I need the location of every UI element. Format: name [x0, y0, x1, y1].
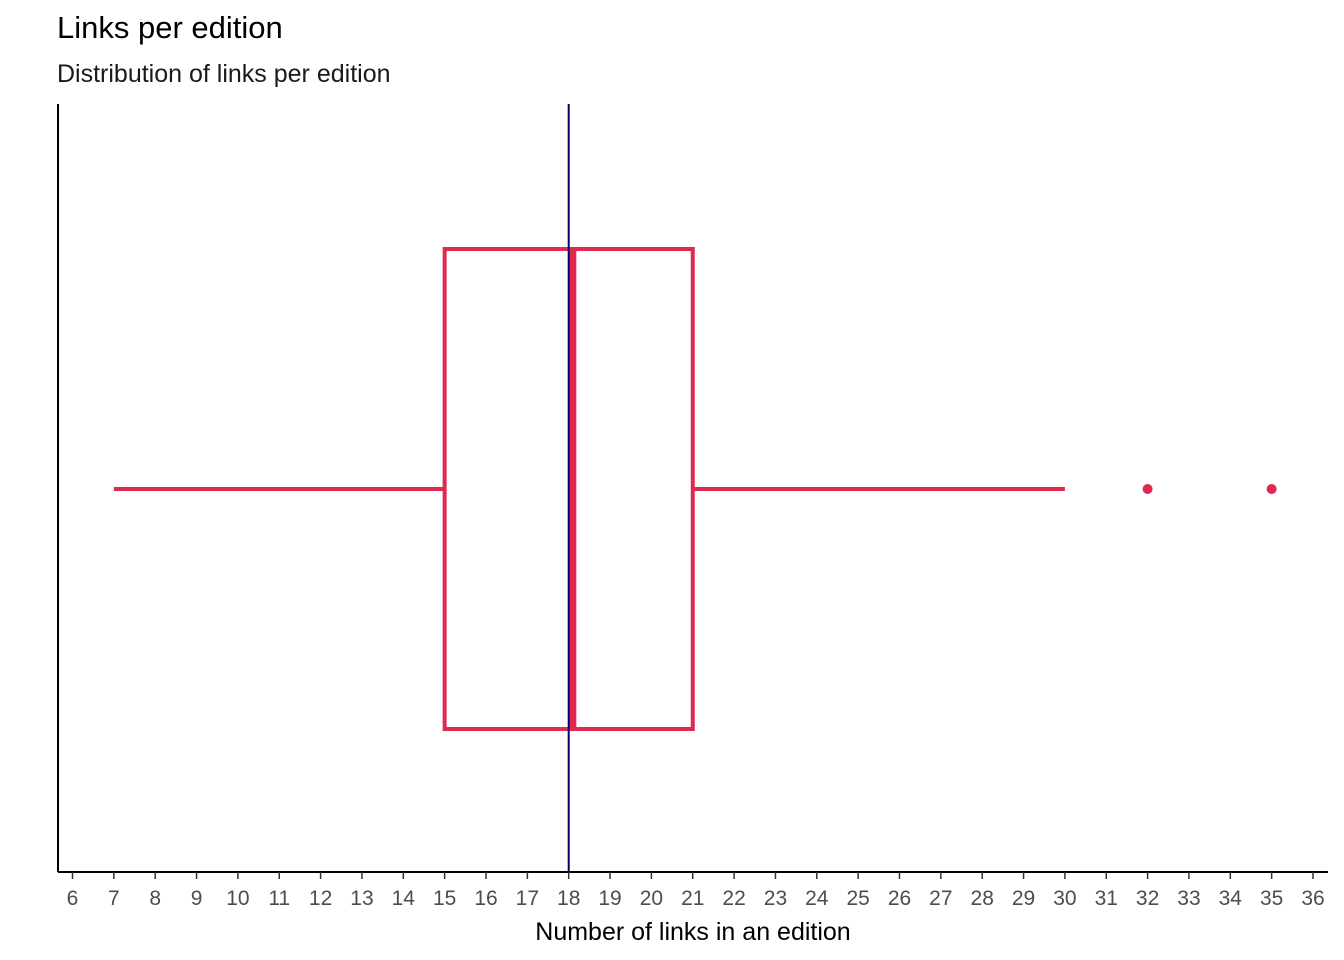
- x-tick-label: 21: [681, 887, 704, 910]
- x-tick-label: 30: [1053, 887, 1076, 910]
- x-tick-label: 36: [1301, 887, 1324, 910]
- x-tick-label: 15: [433, 887, 456, 910]
- x-tick-label: 26: [888, 887, 911, 910]
- x-tick-label: 25: [846, 887, 869, 910]
- x-tick-label: 34: [1219, 887, 1243, 910]
- box-marks: [113, 104, 1277, 872]
- x-tick-label: 35: [1260, 887, 1283, 910]
- x-tick-label: 32: [1136, 887, 1159, 910]
- x-tick-label: 28: [971, 887, 994, 910]
- x-tick-label: 27: [929, 887, 952, 910]
- x-tick-label: 13: [350, 887, 373, 910]
- x-tick-label: 17: [516, 887, 539, 910]
- x-tick-label: 11: [268, 887, 290, 910]
- x-tick-label: 16: [474, 887, 497, 910]
- x-tick-label: 29: [1012, 887, 1035, 910]
- x-tick-label: 10: [226, 887, 249, 910]
- x-tick-label: 8: [149, 887, 161, 910]
- x-tick-label: 22: [722, 887, 745, 910]
- x-tick-label: 31: [1095, 887, 1118, 910]
- outlier-point: [1266, 484, 1277, 494]
- x-ticks: 6 7 8 9 10 11 12 13 14 15 16 17 18 19 20 21 22 23 24 25 26 27…: [67, 872, 1325, 910]
- x-tick-label: 14: [392, 887, 416, 910]
- x-tick-label: 24: [805, 887, 829, 910]
- x-tick-label: 19: [598, 887, 621, 910]
- x-axis-title: Number of links in an edition: [535, 918, 850, 946]
- x-tick-label: 23: [764, 887, 787, 910]
- outlier-point: [1142, 484, 1153, 494]
- x-tick-label: 9: [191, 887, 203, 910]
- x-tick-label: 18: [557, 887, 580, 910]
- chart-subtitle: Distribution of links per edition: [57, 60, 391, 88]
- x-tick-label: 6: [67, 887, 79, 910]
- chart-title: Links per edition: [57, 10, 283, 45]
- x-tick-label: 7: [108, 887, 120, 910]
- x-tick-label: 33: [1177, 887, 1200, 910]
- x-tick-label: 12: [309, 887, 332, 910]
- x-tick-label: 20: [640, 887, 663, 910]
